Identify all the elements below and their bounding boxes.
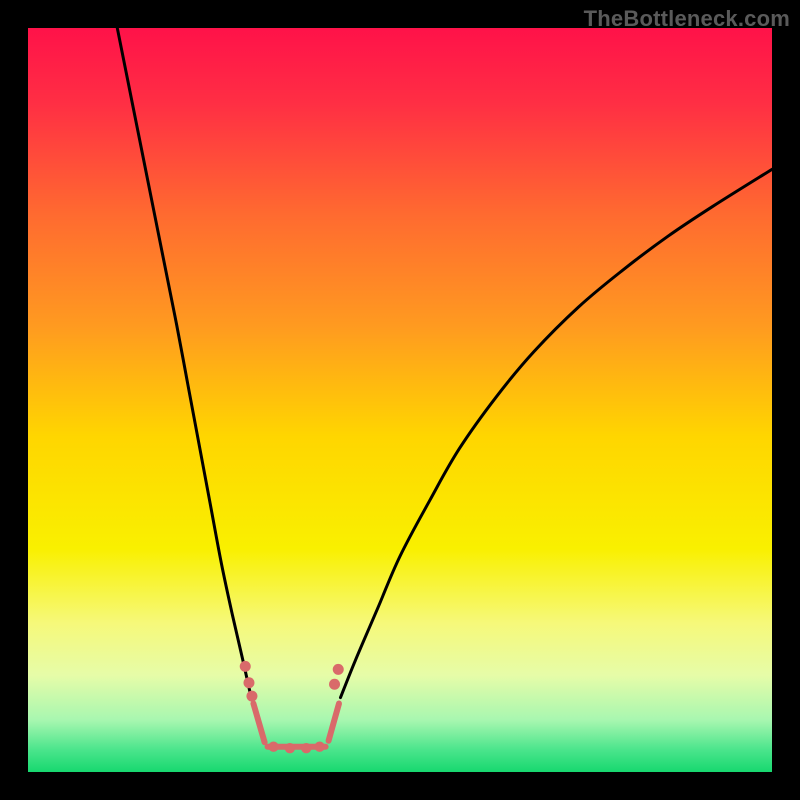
valley-dot	[243, 677, 254, 688]
chart-svg	[28, 28, 772, 772]
valley-dot	[314, 742, 324, 752]
valley-dot	[285, 743, 295, 753]
valley-dot	[301, 743, 311, 753]
valley-dot	[240, 661, 251, 672]
valley-dot	[329, 679, 340, 690]
valley-dot	[246, 691, 257, 702]
valley-dot	[268, 742, 278, 752]
valley-dot	[333, 664, 344, 675]
outer-frame: TheBottleneck.com	[0, 0, 800, 800]
plot-area	[28, 28, 772, 772]
